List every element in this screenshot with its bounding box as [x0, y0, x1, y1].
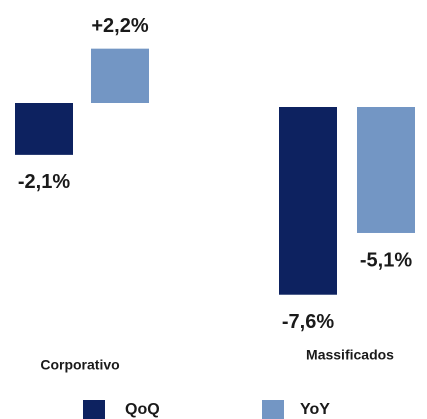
- category-label: Corporativo: [40, 357, 119, 373]
- legend-swatch: [262, 400, 284, 419]
- bar: [279, 107, 337, 295]
- bar: [91, 48, 149, 103]
- legend-label: QoQ: [125, 401, 160, 418]
- bar: [357, 107, 415, 233]
- category-label: Massificados: [306, 347, 394, 363]
- value-label: -7,6%: [282, 311, 334, 333]
- legend-label: YoY: [300, 401, 330, 418]
- legend-swatch: [83, 400, 105, 419]
- value-label: +2,2%: [91, 15, 148, 37]
- value-label: -5,1%: [360, 249, 412, 271]
- bar: [15, 103, 73, 155]
- value-label: -2,1%: [18, 171, 70, 193]
